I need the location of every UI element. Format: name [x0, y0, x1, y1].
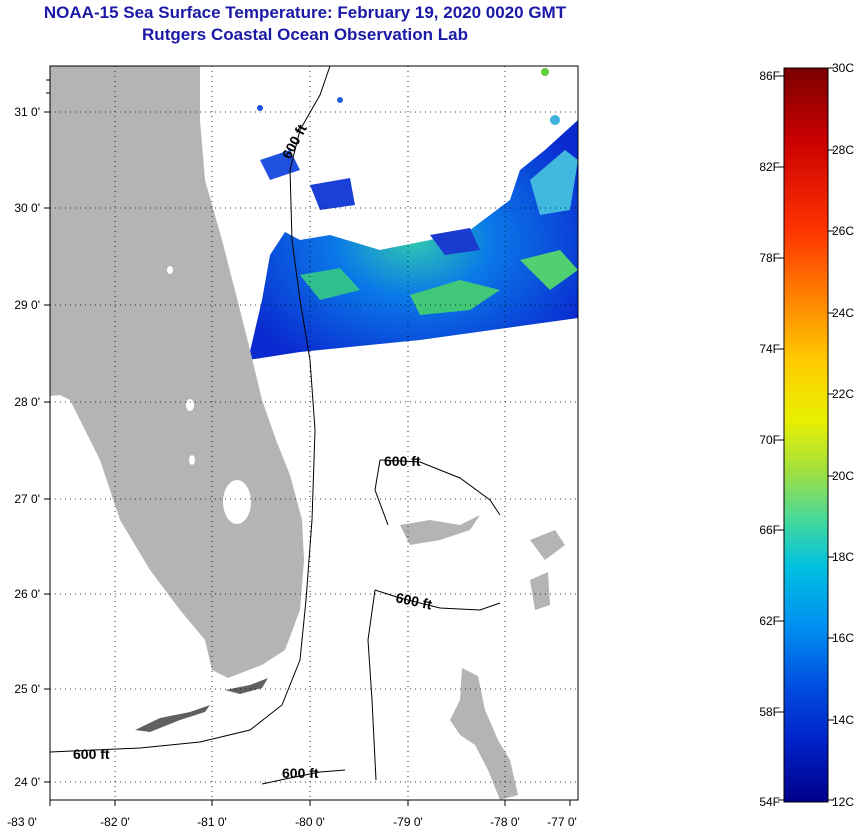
graticule — [50, 66, 578, 800]
lat-label: 26 0' — [14, 587, 40, 601]
lake-okeechobee — [223, 480, 251, 524]
lon-label: -83 0' — [7, 815, 37, 829]
lake-small — [167, 266, 173, 274]
cb-c-label: 26C — [832, 224, 854, 238]
lat-label: 30 0' — [14, 201, 40, 215]
colorbar-celsius-labels: 30C 28C 26C 24C 22C 20C 18C 16C 14C 12C — [832, 61, 854, 809]
cb-c-label: 16C — [832, 631, 854, 645]
colorbar-fahrenheit-labels: 86F 82F 78F 74F 70F 66F 62F 58F 54F — [759, 69, 780, 809]
cb-c-label: 20C — [832, 469, 854, 483]
contour-label: 600 ft — [394, 589, 433, 612]
cb-c-label: 24C — [832, 306, 854, 320]
lon-label: -78 0' — [490, 815, 520, 829]
lat-label: 29 0' — [14, 298, 40, 312]
lat-label: 25 0' — [14, 682, 40, 696]
cb-f-label: 62F — [759, 614, 780, 628]
colorbar-ticks — [778, 67, 834, 801]
map-frame — [49, 65, 579, 801]
lat-label: 28 0' — [14, 395, 40, 409]
cb-c-label: 14C — [832, 713, 854, 727]
contour-label: 600 ft — [282, 765, 319, 781]
cb-f-label: 82F — [759, 160, 780, 174]
cb-f-label: 74F — [759, 342, 780, 356]
frame-ticks — [44, 79, 571, 806]
cb-f-label: 86F — [759, 69, 780, 83]
lake-small — [186, 399, 194, 411]
cb-f-label: 54F — [759, 795, 780, 809]
florida-keys — [135, 678, 268, 732]
lat-label: 27 0' — [14, 492, 40, 506]
florida-land — [50, 66, 304, 678]
cb-c-label: 28C — [832, 143, 854, 157]
cb-f-label: 66F — [759, 523, 780, 537]
colorbar — [783, 67, 829, 803]
cb-c-label: 22C — [832, 387, 854, 401]
cb-c-label: 18C — [832, 550, 854, 564]
cb-f-label: 58F — [759, 705, 780, 719]
lon-label: -79 0' — [393, 815, 423, 829]
longitude-labels: -83 0' -82 0' -81 0' -80 0' -79 0' -78 0… — [7, 815, 577, 829]
sst-swath — [248, 68, 578, 360]
depth-contours — [49, 65, 501, 785]
bahamas-land — [400, 515, 565, 800]
cb-f-label: 78F — [759, 251, 780, 265]
contour-label: 600 ft — [73, 746, 110, 762]
cb-f-label: 70F — [759, 433, 780, 447]
lat-label: 31 0' — [14, 105, 40, 119]
map-title: NOAA-15 Sea Surface Temperature: Februar… — [43, 3, 567, 22]
lon-label: -77 0' — [547, 815, 577, 829]
cb-c-label: 12C — [832, 795, 854, 809]
lon-label: -81 0' — [197, 815, 227, 829]
contour-label: 600 ft — [384, 453, 421, 469]
map-subtitle: Rutgers Coastal Ocean Observation Lab — [142, 25, 468, 44]
lake-small — [189, 455, 195, 465]
cb-c-label: 30C — [832, 61, 854, 75]
lon-label: -82 0' — [100, 815, 130, 829]
lat-label: 24 0' — [14, 775, 40, 789]
latitude-labels: 31 0' 30 0' 29 0' 28 0' 27 0' 26 0' 25 0… — [14, 105, 40, 789]
lon-label: -80 0' — [295, 815, 325, 829]
